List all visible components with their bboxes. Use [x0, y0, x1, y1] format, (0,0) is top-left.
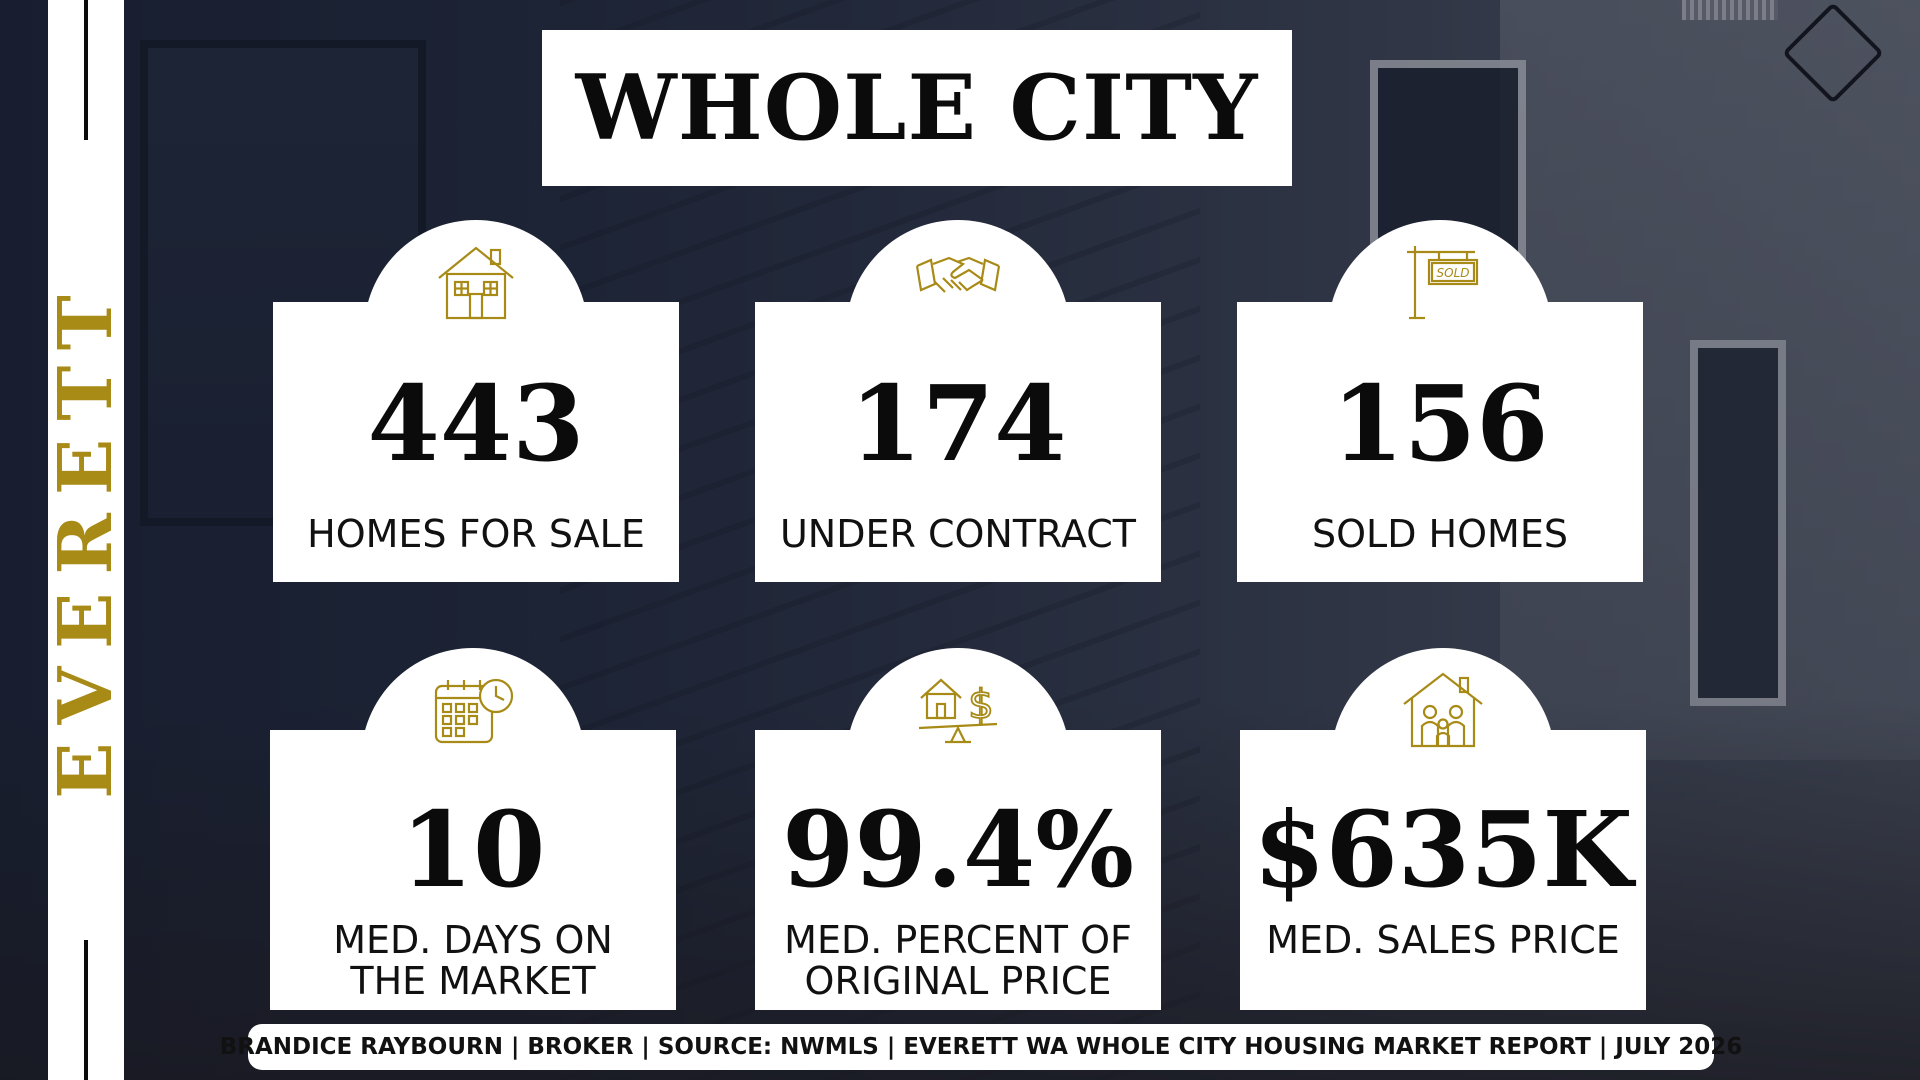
footer-banner: BRANDICE RAYBOURN | BROKER | SOURCE: NWM… — [220, 1024, 1742, 1070]
stat-label: SOLD HOMES — [1237, 514, 1643, 555]
stat-card-homes-for-sale: 443 HOMES FOR SALE — [273, 220, 679, 582]
stat-label: MED. SALES PRICE — [1240, 920, 1646, 961]
sold-sign-icon: SOLD — [1407, 246, 1479, 320]
stat-label-line: HOMES FOR SALE — [307, 512, 645, 556]
stat-label: HOMES FOR SALE — [273, 514, 679, 555]
stat-label: MED. DAYS ON THE MARKET — [270, 920, 676, 1002]
house-dollar-scale-icon: $ — [918, 678, 998, 744]
card-body — [755, 302, 1161, 582]
stat-value: 156 — [1331, 362, 1549, 485]
title-banner: WHOLE CITY — [542, 30, 1292, 186]
stat-label: UNDER CONTRACT — [755, 514, 1161, 555]
svg-text:$: $ — [968, 682, 993, 728]
stat-card-under-contract: 174 UNDER CONTRACT — [755, 220, 1161, 582]
side-banner — [48, 0, 124, 1080]
stat-card-sold-homes: SOLD 156 SOLD HOMES — [1237, 220, 1643, 582]
stat-label-line: UNDER CONTRACT — [779, 512, 1136, 556]
card-body — [1240, 730, 1646, 1010]
side-divider-top — [84, 0, 88, 140]
card-body — [273, 302, 679, 582]
stat-label-line: MED. SALES PRICE — [1266, 918, 1620, 962]
stat-card-percent-original-price: $ 99.4% MED. PERCENT OF ORIGINAL PRICE — [755, 648, 1161, 1010]
stat-value: 10 — [400, 788, 546, 911]
house-icon — [438, 246, 514, 320]
page-title: WHOLE CITY — [575, 55, 1259, 161]
stat-card-days-on-market: 10 MED. DAYS ON THE MARKET — [270, 648, 676, 1010]
card-body — [270, 730, 676, 1010]
stat-card-median-sales-price: $635K MED. SALES PRICE — [1240, 648, 1646, 1010]
stat-value: 174 — [849, 362, 1067, 485]
handshake-icon — [915, 256, 1001, 293]
stat-label-line: MED. PERCENT OF — [784, 918, 1132, 962]
side-divider-bottom — [84, 940, 88, 1080]
calendar-clock-icon — [434, 678, 514, 744]
background-vent — [1682, 0, 1778, 20]
svg-text:SOLD: SOLD — [1437, 266, 1470, 280]
stat-label-line: THE MARKET — [350, 959, 596, 1003]
stat-label-line: ORIGINAL PRICE — [804, 959, 1112, 1003]
card-body — [755, 730, 1161, 1010]
card-body — [1237, 302, 1643, 582]
stat-label-line: SOLD HOMES — [1312, 512, 1568, 556]
city-name-vertical: EVERETT — [43, 277, 129, 799]
stat-value: 443 — [367, 362, 585, 485]
stat-label-line: MED. DAYS ON — [333, 918, 613, 962]
stat-value: 99.4% — [781, 788, 1135, 911]
footer-credits: BRANDICE RAYBOURN | BROKER | SOURCE: NWM… — [219, 1034, 1743, 1060]
family-house-icon — [1403, 672, 1483, 748]
stat-value: $635K — [1253, 788, 1633, 911]
stat-label: MED. PERCENT OF ORIGINAL PRICE — [755, 920, 1161, 1002]
